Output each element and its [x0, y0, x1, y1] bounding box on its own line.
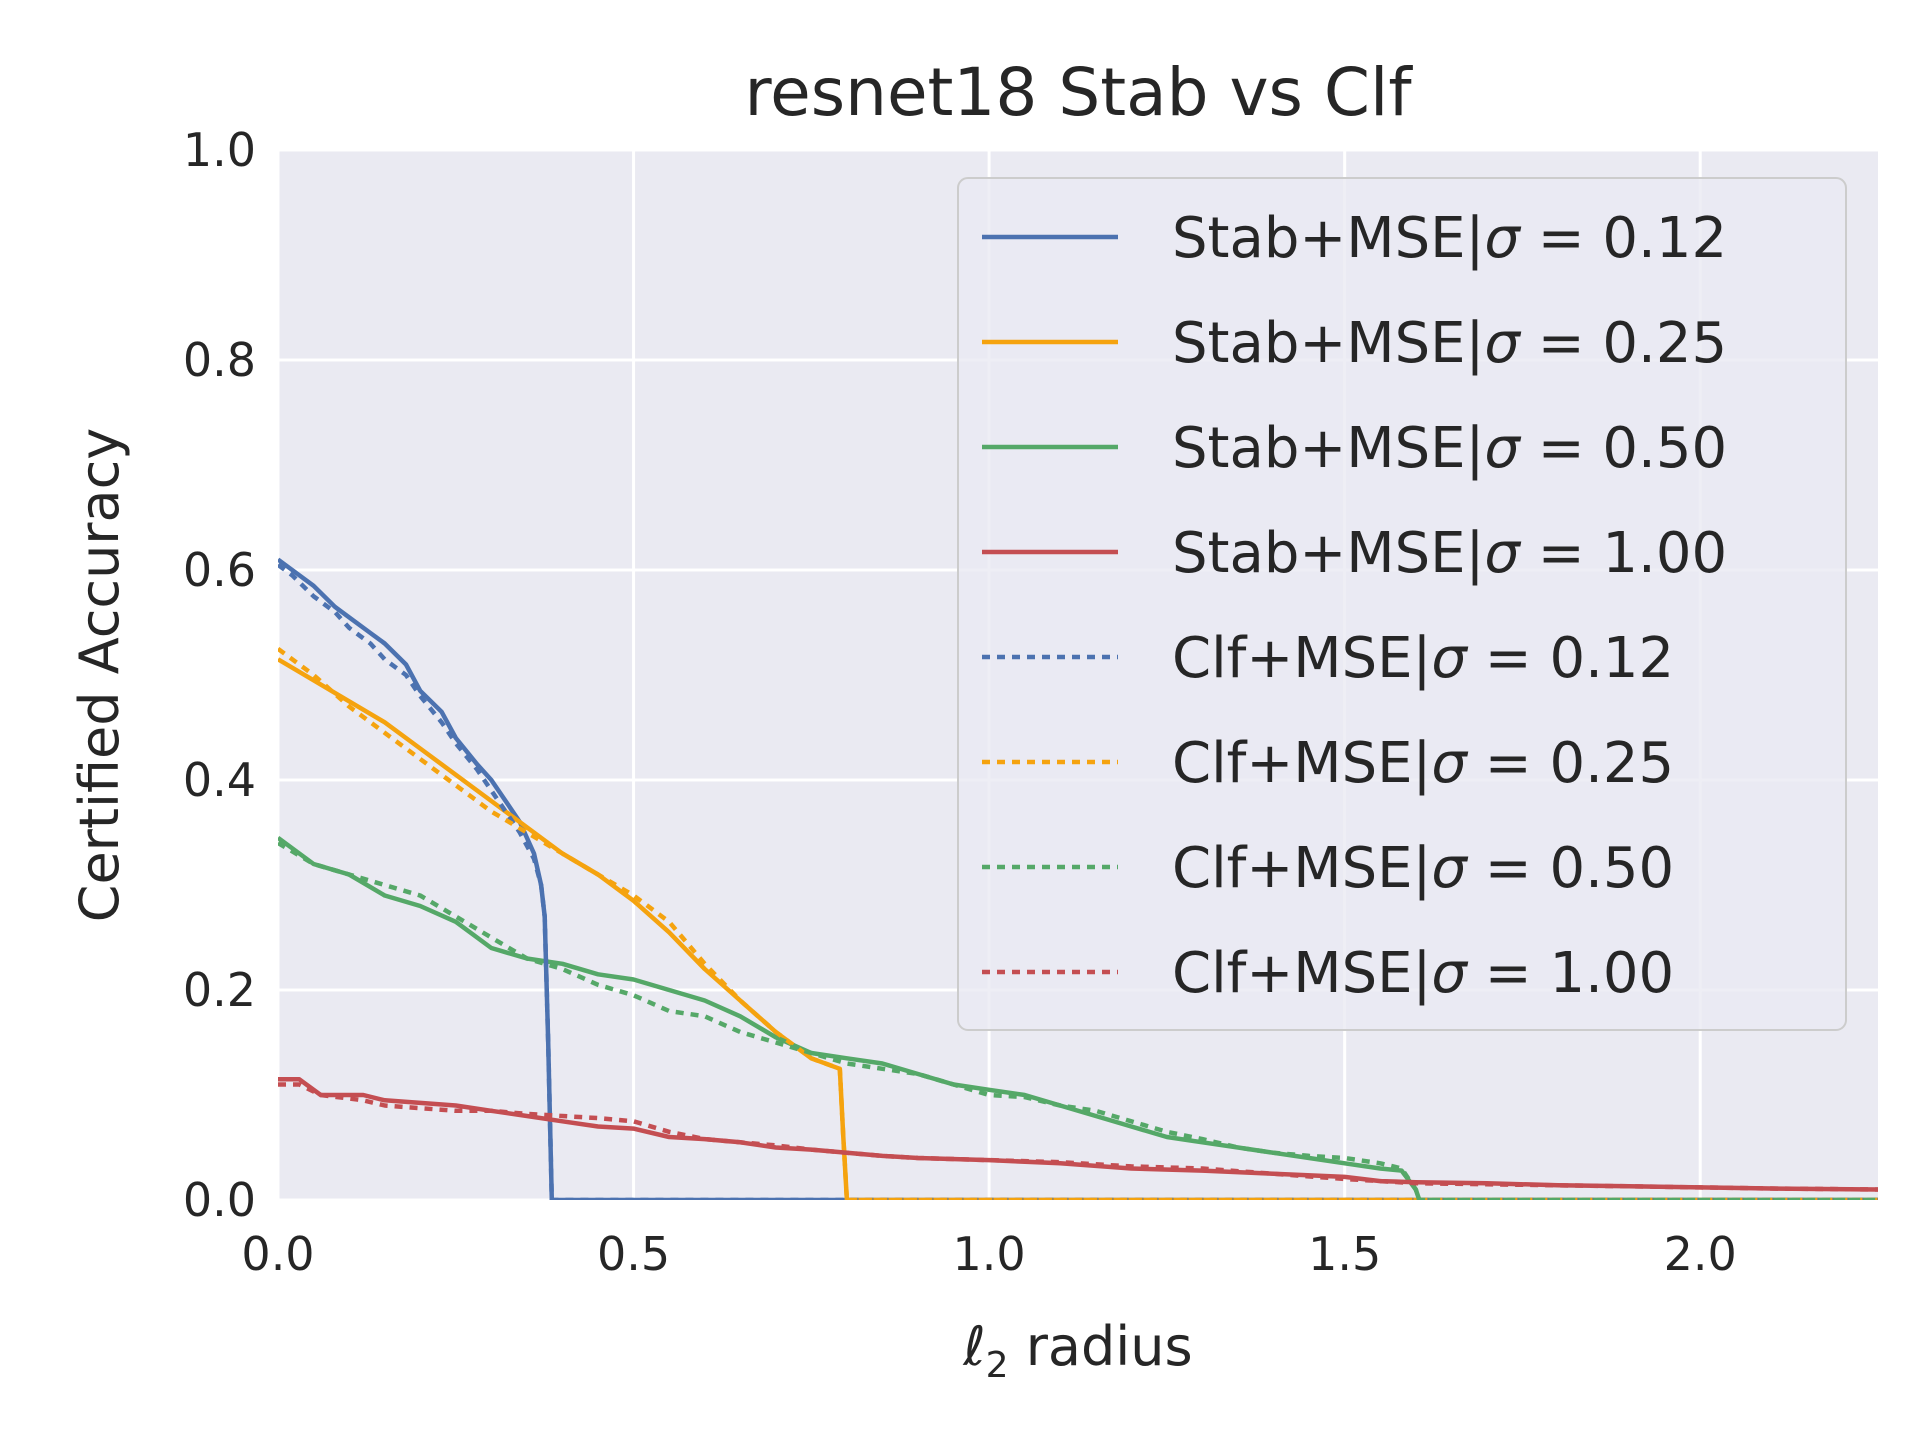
y-tick-label: 0.2: [183, 963, 256, 1017]
series-line-7: [278, 841, 1878, 1200]
legend-label: Clf+MSE|σ = 0.25: [1172, 731, 1674, 796]
legend-box: [957, 177, 1847, 1031]
series-line-5: [278, 562, 1878, 1200]
series-line-3: [278, 835, 1878, 1200]
legend: Stab+MSE|σ = 0.12 Stab+MSE|σ = 0.25 Stab+M…: [957, 177, 1847, 1031]
legend-label: Stab+MSE|σ = 0.12: [1172, 206, 1727, 271]
y-axis-label: Certified Accuracy: [68, 428, 131, 923]
chart-title: resnet18 Stab vs Clf: [744, 54, 1413, 131]
legend-label: Stab+MSE|σ = 1.00: [1172, 521, 1727, 586]
legend-label: Clf+MSE|σ = 1.00: [1172, 941, 1674, 1006]
legend-label: Clf+MSE|σ = 0.12: [1172, 626, 1674, 691]
y-tick-label: 0.0: [183, 1173, 256, 1227]
x-axis-label: ℓ2 radius: [962, 1315, 1192, 1386]
x-tick-label: 0.0: [241, 1227, 314, 1281]
legend-label: Stab+MSE|σ = 0.25: [1172, 311, 1727, 376]
x-tick-label: 2.0: [1664, 1227, 1737, 1281]
x-axis-label-subscript: 2: [986, 1345, 1009, 1386]
x-ticks: 0.0 0.5 1.0 1.5 2.0: [241, 1227, 1736, 1281]
x-tick-label: 1.5: [1308, 1227, 1381, 1281]
y-tick-label: 0.8: [183, 333, 256, 387]
x-tick-label: 0.5: [597, 1227, 670, 1281]
y-tick-label: 0.6: [183, 543, 256, 597]
legend-entries: Stab+MSE|σ = 0.12 Stab+MSE|σ = 0.25 Stab+M…: [982, 206, 1727, 1006]
series-line-2: [278, 657, 1878, 1200]
y-tick-label: 1.0: [183, 123, 256, 177]
y-ticks: 0.0 0.2 0.4 0.6 0.8 1.0: [183, 123, 256, 1227]
x-tick-label: 1.0: [953, 1227, 1026, 1281]
series-line-8: [278, 1082, 1878, 1192]
legend-label: Stab+MSE|σ = 0.50: [1172, 416, 1727, 481]
series-layer: [278, 557, 1878, 1200]
y-tick-label: 0.4: [183, 753, 256, 807]
legend-label: Clf+MSE|σ = 0.50: [1172, 836, 1674, 901]
x-axis-label-text: radius: [1009, 1315, 1193, 1378]
x-axis-label-prefix: ℓ: [962, 1315, 985, 1378]
